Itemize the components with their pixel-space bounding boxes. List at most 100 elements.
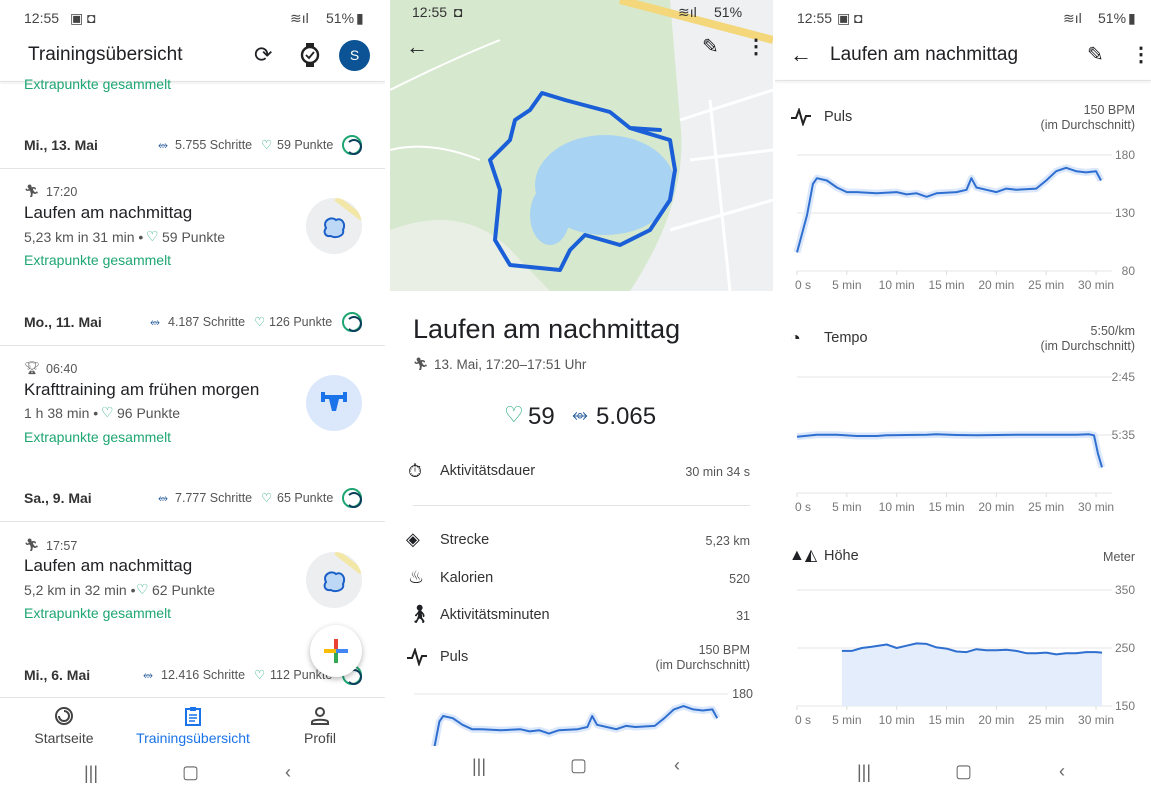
day-steps: 4.187 Schritte (168, 315, 246, 329)
row-label: Aktivitätsdauer (440, 463, 536, 479)
signal-icon: ≋ıl (290, 10, 309, 26)
goal-ring-icon (342, 488, 362, 508)
activity-title[interactable]: Laufen am nachmittag (413, 314, 681, 344)
pulse-chart-preview (414, 693, 728, 746)
signal-icon: ≋ıl (1063, 10, 1082, 26)
row-label: Strecke (440, 532, 490, 548)
activity-points: 62 Punkte (152, 582, 216, 598)
notification-icons: ▣ ◘ (837, 10, 863, 26)
avatar[interactable]: S (339, 40, 370, 71)
person-icon (311, 707, 329, 725)
activity-time: 17:20 (46, 185, 78, 199)
steps-value: 5.065 (596, 403, 657, 430)
route-map-thumbnail (306, 552, 362, 608)
back-arrow-icon[interactable]: ← (790, 42, 812, 67)
notification-icons: ◘ (454, 4, 463, 20)
recent-apps-button[interactable]: ||| (857, 762, 872, 782)
y-tick-label: 150 (1115, 699, 1135, 713)
page-title: Trainingsübersicht (28, 44, 183, 65)
back-arrow-icon[interactable]: ← (406, 34, 428, 59)
pulse-chart: 180 130 80 0 s 5 min 10 min 15 min 20 min 25 min… (793, 148, 1135, 292)
recent-apps-button[interactable]: ||| (84, 763, 99, 783)
edit-pencil-icon[interactable]: ✎ (1087, 44, 1104, 66)
activity-title: Laufen am nachmittag (24, 556, 193, 575)
heart-points-icon: ♡ (136, 581, 149, 597)
row-value: 31 (736, 609, 750, 623)
y-tick-label: 5:35 (1112, 428, 1136, 442)
day-points: 126 Punkte (269, 315, 333, 329)
home-button[interactable]: ▢ (182, 762, 200, 782)
chart-title: Tempo (824, 330, 868, 346)
x-tick-label: 5 min (832, 500, 861, 514)
recent-apps-button[interactable]: ||| (472, 756, 487, 776)
x-tick-label: 10 min (879, 500, 915, 514)
status-time: 12:55 (797, 10, 833, 26)
extra-points-label: Extrapunkte gesammelt (24, 76, 172, 92)
chart-title: Puls (824, 109, 853, 125)
day-points: 59 Punkte (277, 138, 334, 152)
row-value: 520 (729, 572, 750, 586)
day-date: Sa., 9. Mai (24, 490, 92, 506)
y-tick-label: 180 (732, 687, 753, 701)
row-label: Aktivitätsminuten (440, 607, 550, 623)
day-date: Mo., 11. Mai (24, 314, 102, 330)
x-tick-label: 20 min (978, 713, 1014, 727)
x-tick-label: 20 min (978, 500, 1014, 514)
home-button[interactable]: ▢ (955, 761, 973, 781)
heart-points-icon: ♡ (146, 228, 159, 244)
back-button[interactable]: ‹ (674, 755, 680, 775)
activity-points: 59 Punkte (162, 229, 226, 245)
plus-icon (324, 639, 348, 663)
system-nav-bar: ||| ▢ ‹ (390, 746, 773, 794)
heart-points-icon: ♡ (254, 315, 266, 329)
day-points: 65 Punkte (277, 491, 334, 505)
pace-average-note: (im Durchschnitt) (1040, 339, 1135, 353)
steps-icon: ⥈ (150, 315, 161, 329)
steps-icon: ⥈ (158, 491, 169, 505)
route-map[interactable]: 12:55 ◘ ≋ıl 51% ← ✎ ⋮ (390, 0, 773, 292)
pace-average: 5:50/km (1090, 324, 1135, 338)
run-icon: 🏃︎ (24, 184, 40, 198)
add-activity-fab[interactable] (310, 625, 362, 677)
watch-icon[interactable] (300, 43, 320, 72)
heart-points-icon: ♡ (261, 138, 273, 152)
activity-summary: 1 h 38 min • (24, 405, 99, 421)
day-date: Mi., 6. Mai (24, 667, 91, 683)
x-tick-label: 10 min (879, 278, 915, 292)
extra-points-label: Extrapunkte gesammelt (24, 605, 172, 621)
more-options-icon[interactable]: ⋮ (1131, 44, 1151, 66)
chart-title: Höhe (824, 548, 859, 564)
nav-label: Startseite (34, 730, 94, 746)
x-tick-label: 5 min (832, 278, 861, 292)
battery-level: 51% (326, 10, 355, 26)
pulse-average-note: (im Durchschnitt) (655, 658, 750, 672)
series-line (796, 433, 1103, 468)
activity-detail-screen: 12:55 ◘ ≋ıl 51% ← ✎ ⋮ Laufen am nachmitt… (390, 0, 773, 794)
steps-icon: ⥈ (572, 404, 588, 426)
elevation-unit: Meter (1103, 550, 1135, 564)
home-button[interactable]: ▢ (570, 755, 588, 775)
run-icon: 🏃︎ (413, 357, 429, 371)
back-button[interactable]: ‹ (1059, 761, 1065, 781)
day-steps: 5.755 Schritte (175, 138, 253, 152)
clipboard-icon (185, 707, 201, 726)
pulse-icon (791, 108, 811, 126)
x-tick-label: 20 min (978, 278, 1014, 292)
day-points: 112 Punkte (270, 668, 333, 682)
row-value: 5,23 km (705, 534, 750, 548)
back-button[interactable]: ‹ (285, 762, 291, 782)
battery-level: 51% (1098, 10, 1127, 26)
status-time: 12:55 (412, 4, 448, 20)
page-title: Laufen am nachmittag (830, 44, 1019, 65)
more-options-icon[interactable]: ⋮ (746, 36, 766, 58)
pulse-icon (407, 648, 427, 666)
x-tick-label: 30 min (1078, 278, 1114, 292)
edit-pencil-icon[interactable]: ✎ (702, 36, 719, 58)
status-time: 12:55 (24, 10, 60, 26)
sync-icon[interactable]: ⟳ (254, 42, 273, 67)
nav-label: Trainingsübersicht (136, 730, 250, 746)
mountain-icon: ▲◭ (789, 547, 818, 564)
extra-points-label: Extrapunkte gesammelt (24, 429, 172, 445)
elevation-chart: 350 250 150 0 s 5 min 10 min 15 min 20 min 25 mi… (795, 583, 1135, 727)
activity-points: 96 Punkte (117, 405, 181, 421)
